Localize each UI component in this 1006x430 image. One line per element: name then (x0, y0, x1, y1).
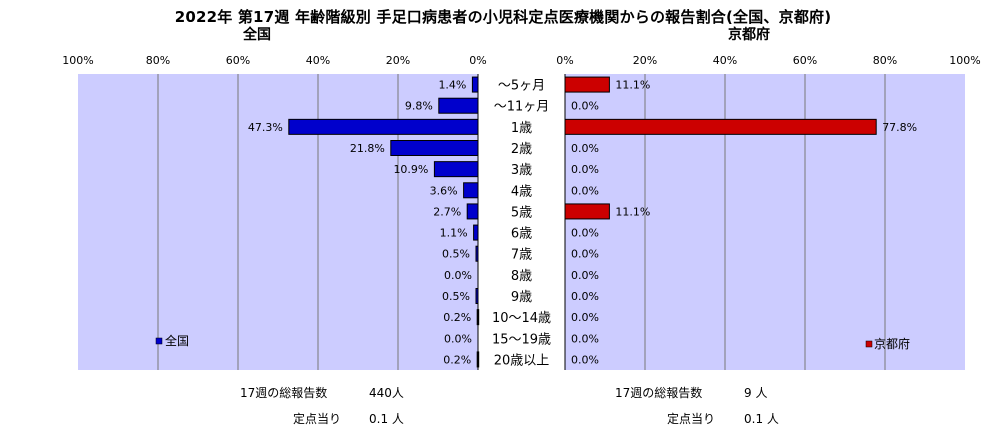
age-category-label: 〜11ヶ月 (494, 100, 550, 115)
age-category-label: 5歳 (511, 205, 532, 220)
national-value-label: 47.3% (248, 121, 283, 134)
national-bar (466, 203, 479, 220)
age-category-label: 1歳 (511, 121, 532, 136)
national-bar (390, 140, 479, 156)
kyoto-x-tick-label: 100% (949, 54, 980, 67)
kyoto-x-tick-label: 0% (556, 54, 573, 67)
national-value-label: 21.8% (350, 142, 385, 155)
kyoto-x-tick-label: 40% (713, 54, 737, 67)
kyoto-bar (564, 203, 610, 220)
age-category-label: 3歳 (511, 163, 532, 178)
kyoto-value-label: 0.0% (571, 290, 599, 303)
kyoto-value-label: 0.0% (571, 353, 599, 366)
national-value-label: 2.7% (433, 205, 461, 218)
age-category-label: 8歳 (511, 269, 532, 284)
kyoto-value-label: 0.0% (571, 269, 599, 282)
national-x-tick-label: 40% (306, 54, 330, 67)
national-x-tick-label: 80% (146, 54, 170, 67)
national-bar (471, 76, 479, 93)
national-legend-swatch (155, 337, 163, 345)
national-value-label: 1.1% (440, 227, 468, 240)
kyoto-subtitle: 京都府 (728, 27, 770, 43)
age-category-label: 15〜19歳 (492, 332, 551, 347)
national-bar (463, 182, 479, 199)
kyoto-value-label: 0.0% (571, 227, 599, 240)
kyoto-legend-label: 京都府 (874, 336, 910, 351)
national-total-value: 440人 (369, 386, 404, 400)
kyoto-legend-swatch (865, 340, 873, 348)
kyoto-value-label: 11.1% (615, 205, 650, 218)
national-value-label: 1.4% (438, 79, 466, 92)
kyoto-value-label: 0.0% (571, 142, 599, 155)
kyoto-value-label: 0.0% (571, 163, 599, 176)
age-category-label: 7歳 (511, 248, 532, 263)
national-x-tick-label: 20% (386, 54, 410, 67)
national-value-label: 0.0% (444, 332, 472, 345)
chart-title: 2022年 第17週 年齢階級別 手足口病患者の小児科定点医療機関からの報告割合… (174, 8, 832, 26)
kyoto-value-label: 0.0% (571, 332, 599, 345)
national-x-tick-label: 0% (469, 54, 486, 67)
age-category-label: 〜5ヶ月 (498, 79, 545, 94)
national-value-label: 9.8% (405, 100, 433, 113)
kyoto-x-tick-label: 60% (793, 54, 817, 67)
age-category-label: 20歳以上 (494, 353, 550, 368)
age-category-label: 9歳 (511, 290, 532, 305)
national-bar (473, 224, 479, 241)
kyoto-x-tick-label: 80% (873, 54, 897, 67)
kyoto-per-sentinel-label: 定点当り (667, 412, 716, 426)
kyoto-value-label: 77.8% (882, 121, 917, 134)
kyoto-value-label: 0.0% (571, 248, 599, 261)
age-category-label: 4歳 (511, 184, 532, 199)
kyoto-value-label: 0.0% (571, 100, 599, 113)
national-value-label: 3.6% (430, 184, 458, 197)
kyoto-plot-area (565, 74, 965, 370)
national-per-sentinel-label: 定点当り (293, 412, 342, 426)
national-value-label: 0.2% (443, 353, 471, 366)
national-total-label: 17週の総報告数 (240, 386, 328, 400)
national-bar (438, 97, 479, 114)
kyoto-value-label: 0.0% (571, 184, 599, 197)
national-per-sentinel-value: 0.1 人 (369, 412, 404, 426)
national-value-label: 0.0% (444, 269, 472, 282)
kyoto-x-tick-label: 20% (633, 54, 657, 67)
national-subtitle: 全国 (243, 27, 271, 43)
national-value-label: 10.9% (393, 163, 428, 176)
national-bar (288, 118, 479, 135)
kyoto-bar (564, 118, 877, 135)
kyoto-value-label: 0.0% (571, 311, 599, 324)
national-x-tick-label: 100% (62, 54, 93, 67)
age-category-label: 10〜14歳 (492, 311, 551, 326)
national-value-label: 0.5% (442, 290, 470, 303)
kyoto-total-label: 17週の総報告数 (615, 386, 703, 400)
kyoto-bar (564, 76, 610, 93)
age-category-label: 2歳 (511, 142, 532, 157)
national-legend-label: 全国 (165, 333, 189, 348)
age-category-label: 6歳 (511, 227, 532, 242)
kyoto-total-value: 9 人 (744, 386, 768, 400)
national-x-tick-label: 60% (226, 54, 250, 67)
kyoto-per-sentinel-value: 0.1 人 (744, 412, 779, 426)
national-value-label: 0.2% (443, 311, 471, 324)
kyoto-value-label: 11.1% (615, 79, 650, 92)
national-value-label: 0.5% (442, 248, 470, 261)
national-plot-area (78, 74, 478, 370)
national-bar (433, 161, 479, 178)
age-group-bar-charts: 100% 80% 60% 40% 20% 0% 0% 20% 40% 60% 80% 100% 1.4%… (62, 54, 981, 370)
